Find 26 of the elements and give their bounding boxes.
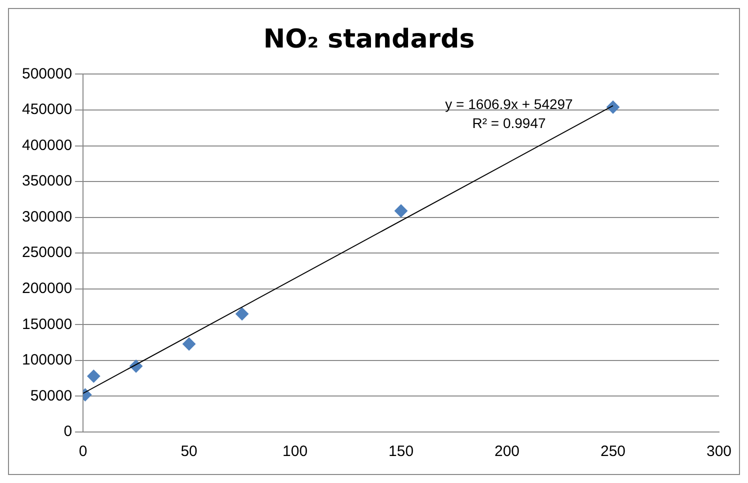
point: [87, 370, 100, 383]
x-tick-label: 0: [78, 443, 88, 460]
chart-title: NO₂ standards: [263, 24, 475, 54]
y-tick-label: 200000: [22, 280, 72, 298]
x-tick-label: 150: [388, 443, 414, 460]
point: [606, 100, 620, 114]
y-tick-label: 450000: [22, 101, 72, 118]
x-tick-label: 200: [494, 443, 520, 460]
point: [394, 204, 408, 218]
x-tick-label: 250: [600, 443, 626, 460]
y-tick-label: 0: [64, 423, 72, 440]
point: [182, 337, 196, 350]
y-tick-label: 300000: [22, 208, 72, 226]
annotation: R² = 0.9947: [472, 115, 546, 132]
point: [236, 307, 249, 320]
annotation: y = 1606.9x + 54297: [445, 96, 574, 112]
x-tick-label: 100: [282, 443, 308, 460]
y-tick-label: 100000: [22, 352, 72, 369]
x-tick-label: 50: [180, 443, 198, 460]
y-tick-label: 400000: [22, 136, 72, 154]
y-tick-label: 250000: [22, 244, 72, 262]
y-tick-label: 50000: [30, 387, 72, 404]
y-tick-label: 500000: [22, 65, 72, 82]
y-tick-label: 350000: [22, 172, 72, 190]
x-tick-label: 300: [706, 443, 732, 460]
y-tick-label: 150000: [22, 316, 72, 333]
